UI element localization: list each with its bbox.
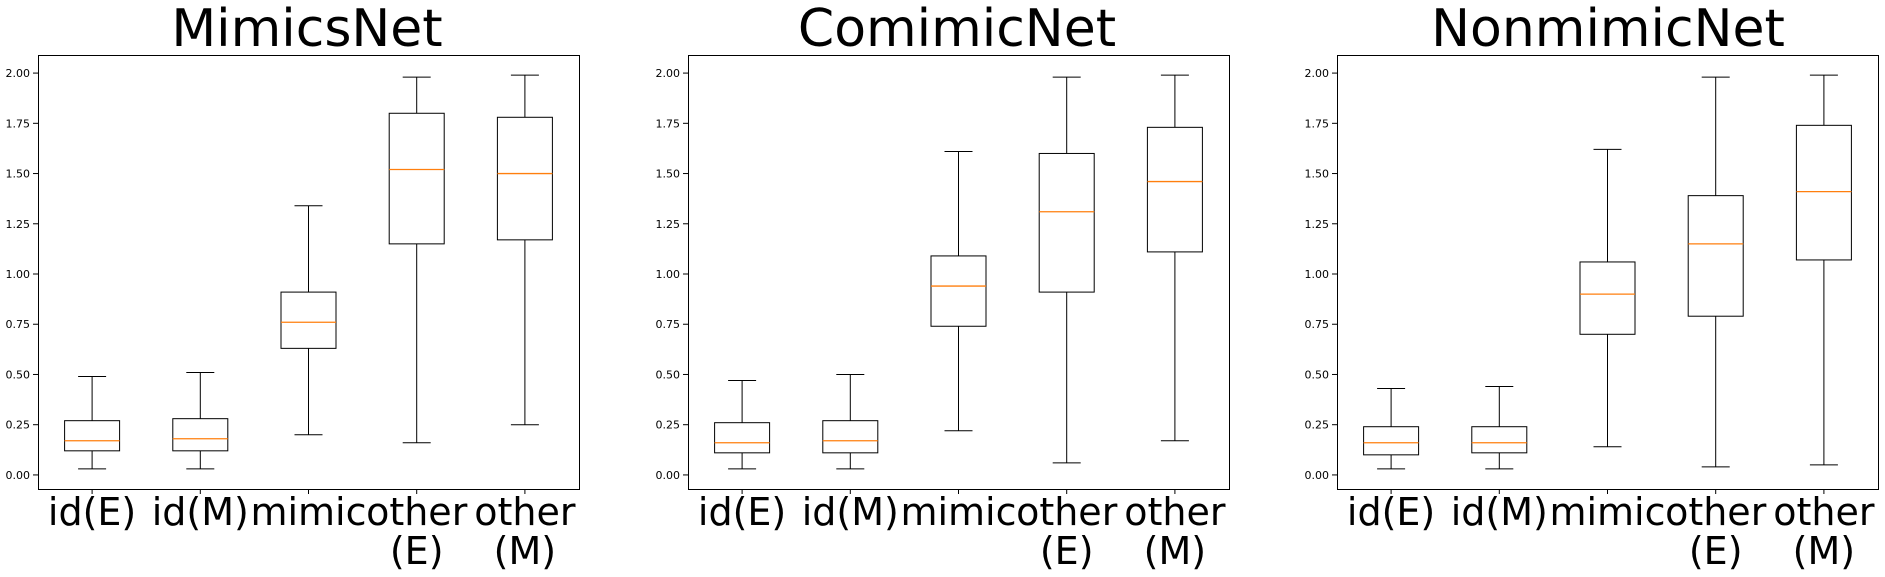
box-plot-4 xyxy=(496,74,553,426)
box-plot-1 xyxy=(822,373,879,470)
y-tick-label: 0.00 xyxy=(6,469,31,482)
y-tick-label: 1.50 xyxy=(1305,168,1330,181)
x-tick-label: (M) xyxy=(494,529,556,573)
y-tick-label: 0.25 xyxy=(1305,419,1330,432)
box-plot-1 xyxy=(172,371,229,470)
y-tick-label: 1.25 xyxy=(6,218,31,231)
iqr-box xyxy=(280,291,337,349)
y-tick-label: 1.50 xyxy=(656,168,681,181)
box-plot-0 xyxy=(714,380,771,470)
y-tick-label: 1.00 xyxy=(1305,268,1330,281)
iqr-box xyxy=(1038,152,1095,293)
box-plot-3 xyxy=(1687,76,1744,468)
y-tick-label: 1.00 xyxy=(656,268,681,281)
y-tick-label: 0.00 xyxy=(656,469,681,482)
iqr-box xyxy=(1471,426,1528,454)
iqr-box xyxy=(1146,126,1203,253)
iqr-box xyxy=(496,116,553,241)
x-tick-label: mimic xyxy=(1549,490,1665,534)
x-tick-label: id(M) xyxy=(1451,490,1548,534)
iqr-box xyxy=(1363,426,1420,456)
y-tick-label: 0.25 xyxy=(6,419,31,432)
y-tick-label: 2.00 xyxy=(656,67,681,80)
y-tick-label: 0.75 xyxy=(6,318,31,331)
y-tick-label: 1.00 xyxy=(6,268,31,281)
panel-mimicsnet: MimicsNet 0.00 0.25 0.50 0.75 1.00 1.25 1.50 1.… xyxy=(6,0,580,573)
y-tick-label: 1.50 xyxy=(6,168,31,181)
box-plot-4 xyxy=(1795,74,1852,466)
x-tick-label: (E) xyxy=(390,529,444,573)
y-tick-label: 1.75 xyxy=(656,117,681,130)
x-tick-label: id(E) xyxy=(1347,490,1435,534)
iqr-box xyxy=(714,422,771,454)
y-tick-label: 1.25 xyxy=(656,218,681,231)
x-tick-label: id(E) xyxy=(48,490,136,534)
box-plot-4 xyxy=(1146,74,1203,442)
chart-title: MimicsNet xyxy=(171,0,442,59)
x-tick-label: mimic xyxy=(900,490,1016,534)
iqr-box xyxy=(822,420,879,454)
y-tick-label: 1.75 xyxy=(1305,117,1330,130)
chart-title: ComimicNet xyxy=(798,0,1116,59)
box-plot-0 xyxy=(64,375,121,470)
x-tick-label: (M) xyxy=(1793,529,1855,573)
x-tick-label: id(E) xyxy=(698,490,786,534)
box-plot-3 xyxy=(388,76,445,444)
box-plot-2 xyxy=(1579,148,1636,448)
x-tick-label: other xyxy=(1016,490,1118,534)
box-plot-0 xyxy=(1363,388,1420,470)
x-tick-label: other xyxy=(1124,490,1226,534)
y-tick-label: 2.00 xyxy=(6,67,31,80)
chart-title: NonmimicNet xyxy=(1431,0,1785,59)
x-tick-label: (M) xyxy=(1144,529,1206,573)
x-tick-label: (E) xyxy=(1040,529,1094,573)
x-tick-label: other xyxy=(1773,490,1875,534)
box-plot-1 xyxy=(1471,386,1528,470)
iqr-box xyxy=(64,420,121,452)
x-tick-label: id(M) xyxy=(802,490,899,534)
iqr-box xyxy=(1687,195,1744,317)
x-tick-label: mimic xyxy=(250,490,366,534)
iqr-box xyxy=(1579,261,1636,335)
y-tick-label: 1.75 xyxy=(6,117,31,130)
x-tick-label: other xyxy=(474,490,576,534)
box-plot-2 xyxy=(280,205,337,436)
panel-nonmimicnet: NonmimicNet 0.00 0.25 0.50 0.75 1.00 1.25 1.50… xyxy=(1305,0,1879,573)
iqr-box xyxy=(1795,124,1852,261)
iqr-box xyxy=(388,112,445,245)
x-tick-label: (E) xyxy=(1689,529,1743,573)
y-tick-label: 0.50 xyxy=(656,368,681,381)
y-tick-label: 1.25 xyxy=(1305,218,1330,231)
y-tick-label: 0.75 xyxy=(1305,318,1330,331)
x-tick-label: id(M) xyxy=(152,490,249,534)
panel-comimicnet: ComimicNet 0.00 0.25 0.50 0.75 1.00 1.25 1.50 1… xyxy=(656,0,1230,573)
y-tick-label: 0.50 xyxy=(6,368,31,381)
x-tick-label: other xyxy=(366,490,468,534)
y-tick-label: 0.75 xyxy=(656,318,681,331)
box-plot-2 xyxy=(930,150,987,432)
y-tick-label: 0.50 xyxy=(1305,368,1330,381)
y-tick-label: 0.00 xyxy=(1305,469,1330,482)
iqr-box xyxy=(172,418,229,452)
y-tick-label: 0.25 xyxy=(656,419,681,432)
x-tick-label: other xyxy=(1665,490,1767,534)
y-tick-label: 2.00 xyxy=(1305,67,1330,80)
iqr-box xyxy=(930,255,987,327)
box-plot-3 xyxy=(1038,76,1095,464)
